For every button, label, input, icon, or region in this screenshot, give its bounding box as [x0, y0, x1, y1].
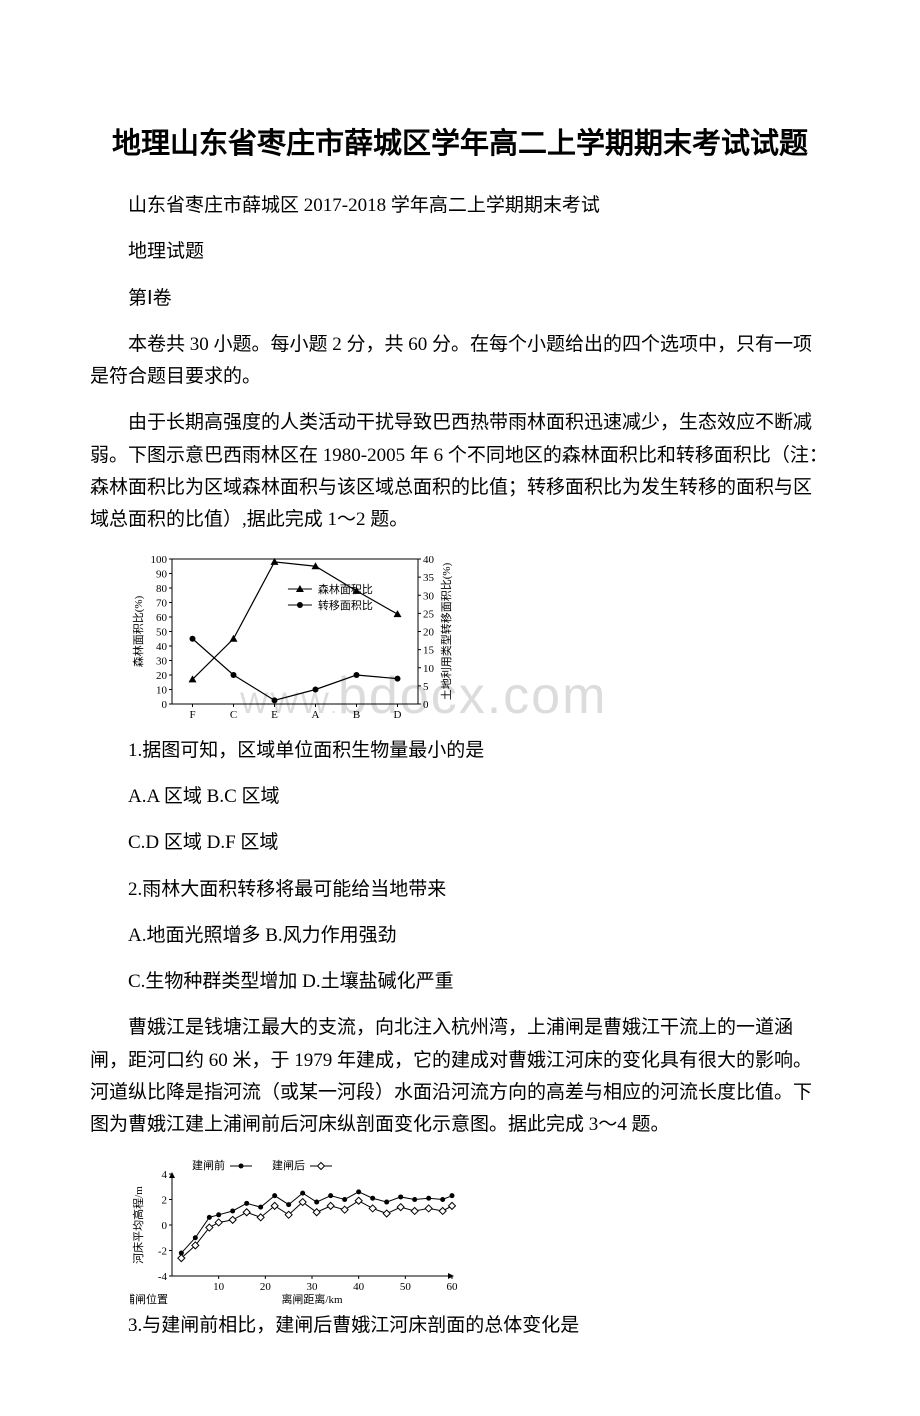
svg-text:40: 40: [353, 1281, 365, 1293]
svg-text:10: 10: [156, 684, 168, 696]
svg-text:河床平均高程/m: 河床平均高程/m: [131, 1185, 145, 1263]
svg-text:森林面积比: 森林面积比: [318, 582, 373, 596]
svg-text:0: 0: [162, 1220, 168, 1232]
svg-text:60: 60: [447, 1281, 459, 1293]
svg-text:100: 100: [151, 554, 168, 566]
svg-text:土地利用类型转移面积比(%): 土地利用类型转移面积比(%): [439, 562, 453, 700]
svg-text:转移面积比: 转移面积比: [318, 598, 373, 612]
svg-text:建闸后: 建闸后: [272, 1158, 305, 1172]
svg-text:50: 50: [400, 1281, 412, 1293]
svg-text:20: 20: [260, 1281, 272, 1293]
svg-text:10: 10: [213, 1281, 225, 1293]
svg-text:0: 0: [162, 699, 168, 711]
svg-text:25: 25: [423, 608, 435, 620]
svg-text:50: 50: [156, 626, 168, 638]
svg-text:4: 4: [162, 1169, 168, 1181]
svg-text:70: 70: [156, 597, 168, 609]
svg-text:30: 30: [156, 655, 168, 667]
svg-text:40: 40: [423, 554, 435, 566]
question-2-options-ab: A.地面光照增多 B.风力作用强劲: [90, 920, 830, 952]
page-title: 地理山东省枣庄市薛城区学年高二上学期期末考试试题: [90, 120, 830, 162]
volume-line: 第Ⅰ卷: [90, 283, 830, 315]
chart-1-container: WWW.bdocx.com 01020304050607080901000510…: [130, 551, 830, 731]
svg-text:0: 0: [423, 699, 429, 711]
svg-text:20: 20: [156, 670, 168, 682]
svg-text:-2: -2: [158, 1245, 167, 1257]
svg-text:5: 5: [423, 681, 429, 693]
svg-text:40: 40: [156, 641, 168, 653]
svg-text:F: F: [189, 709, 195, 721]
svg-text:上浦闸位置: 上浦闸位置: [130, 1292, 168, 1306]
instructions: 本卷共 30 小题。每小题 2 分，共 60 分。在每个小题给出的四个选项中，只…: [90, 329, 830, 394]
svg-text:90: 90: [156, 568, 168, 580]
subject-line: 地理试题: [90, 236, 830, 268]
svg-text:离闸距离/km: 离闸距离/km: [281, 1292, 343, 1306]
subtitle-line: 山东省枣庄市薛城区 2017-2018 学年高二上学期期末考试: [90, 190, 830, 222]
question-2: 2.雨林大面积转移将最可能给当地带来: [90, 874, 830, 906]
svg-text:森林面积比(%): 森林面积比(%): [131, 595, 145, 667]
question-1-options-ab: A.A 区域 B.C 区域: [90, 781, 830, 813]
passage-2: 曹娥江是钱塘江最大的支流，向北注入杭州湾，上浦闸是曹娥江干流上的一道涵闸，距河口…: [90, 1012, 830, 1141]
passage-1: 由于长期高强度的人类活动干扰导致巴西热带雨林面积迅速减少，生态效应不断减弱。下图…: [90, 407, 830, 536]
forest-ratio-chart: 0 10 20 30 40 50 60 70 80 90 100 0 5 10 15 20 25 30 35 40 F C…: [130, 551, 460, 726]
svg-text:建闸前: 建闸前: [192, 1158, 225, 1172]
question-2-options-cd: C.生物种群类型增加 D.土壤盐碱化严重: [90, 966, 830, 998]
svg-text:15: 15: [423, 644, 435, 656]
svg-text:35: 35: [423, 572, 435, 584]
svg-text:E: E: [271, 709, 278, 721]
svg-text:20: 20: [423, 626, 435, 638]
svg-text:C: C: [230, 709, 237, 721]
svg-text:D: D: [394, 709, 402, 721]
svg-text:80: 80: [156, 583, 168, 595]
question-1: 1.据图可知，区域单位面积生物量最小的是: [90, 735, 830, 767]
question-1-options-cd: C.D 区域 D.F 区域: [90, 827, 830, 859]
riverbed-profile-chart: -4 -2 0 2 4 10 20 30 40 50 60 河床平均高程/m 离闸距离/km 上浦闸位置 建…: [130, 1156, 460, 1306]
svg-text:30: 30: [423, 590, 435, 602]
chart-2-container: -4 -2 0 2 4 10 20 30 40 50 60 河床平均高程/m 离闸距离/km 上浦闸位置 建…: [130, 1156, 830, 1306]
svg-text:A: A: [312, 709, 320, 721]
svg-text:60: 60: [156, 612, 168, 624]
question-3: 3.与建闸前相比，建闸后曹娥江河床剖面的总体变化是: [90, 1310, 830, 1342]
svg-text:2: 2: [162, 1194, 168, 1206]
svg-text:B: B: [353, 709, 360, 721]
svg-text:10: 10: [423, 662, 435, 674]
svg-text:30: 30: [307, 1281, 319, 1293]
svg-text:-4: -4: [158, 1271, 168, 1283]
